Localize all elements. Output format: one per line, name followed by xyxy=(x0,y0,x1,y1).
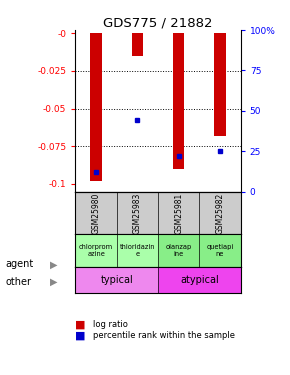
Text: quetiapi
ne: quetiapi ne xyxy=(206,244,234,257)
Bar xyxy=(75,234,117,267)
Text: other: other xyxy=(6,277,32,287)
Text: atypical: atypical xyxy=(180,275,219,285)
Bar xyxy=(75,267,158,292)
Bar xyxy=(117,234,158,267)
Text: typical: typical xyxy=(100,275,133,285)
Text: ■: ■ xyxy=(75,320,86,329)
Text: chlorprom
azine: chlorprom azine xyxy=(79,244,113,257)
Text: ▶: ▶ xyxy=(50,277,57,287)
Text: log ratio: log ratio xyxy=(93,320,128,329)
Text: ▶: ▶ xyxy=(50,260,57,269)
Bar xyxy=(200,234,241,267)
Bar xyxy=(158,267,241,292)
Bar xyxy=(214,33,226,136)
Text: GSM25980: GSM25980 xyxy=(92,192,101,234)
Bar xyxy=(173,33,184,169)
Bar xyxy=(158,234,200,267)
Text: ■: ■ xyxy=(75,331,86,340)
Text: olanzap
ine: olanzap ine xyxy=(166,244,192,257)
Text: GSM25983: GSM25983 xyxy=(133,192,142,234)
Bar xyxy=(90,33,102,181)
Text: agent: agent xyxy=(6,260,34,269)
Text: thioridazin
e: thioridazin e xyxy=(120,244,155,257)
Text: percentile rank within the sample: percentile rank within the sample xyxy=(93,331,235,340)
Text: GSM25982: GSM25982 xyxy=(215,192,224,234)
Text: GDS775 / 21882: GDS775 / 21882 xyxy=(103,17,213,30)
Bar xyxy=(132,33,143,56)
Text: GSM25981: GSM25981 xyxy=(174,192,183,234)
